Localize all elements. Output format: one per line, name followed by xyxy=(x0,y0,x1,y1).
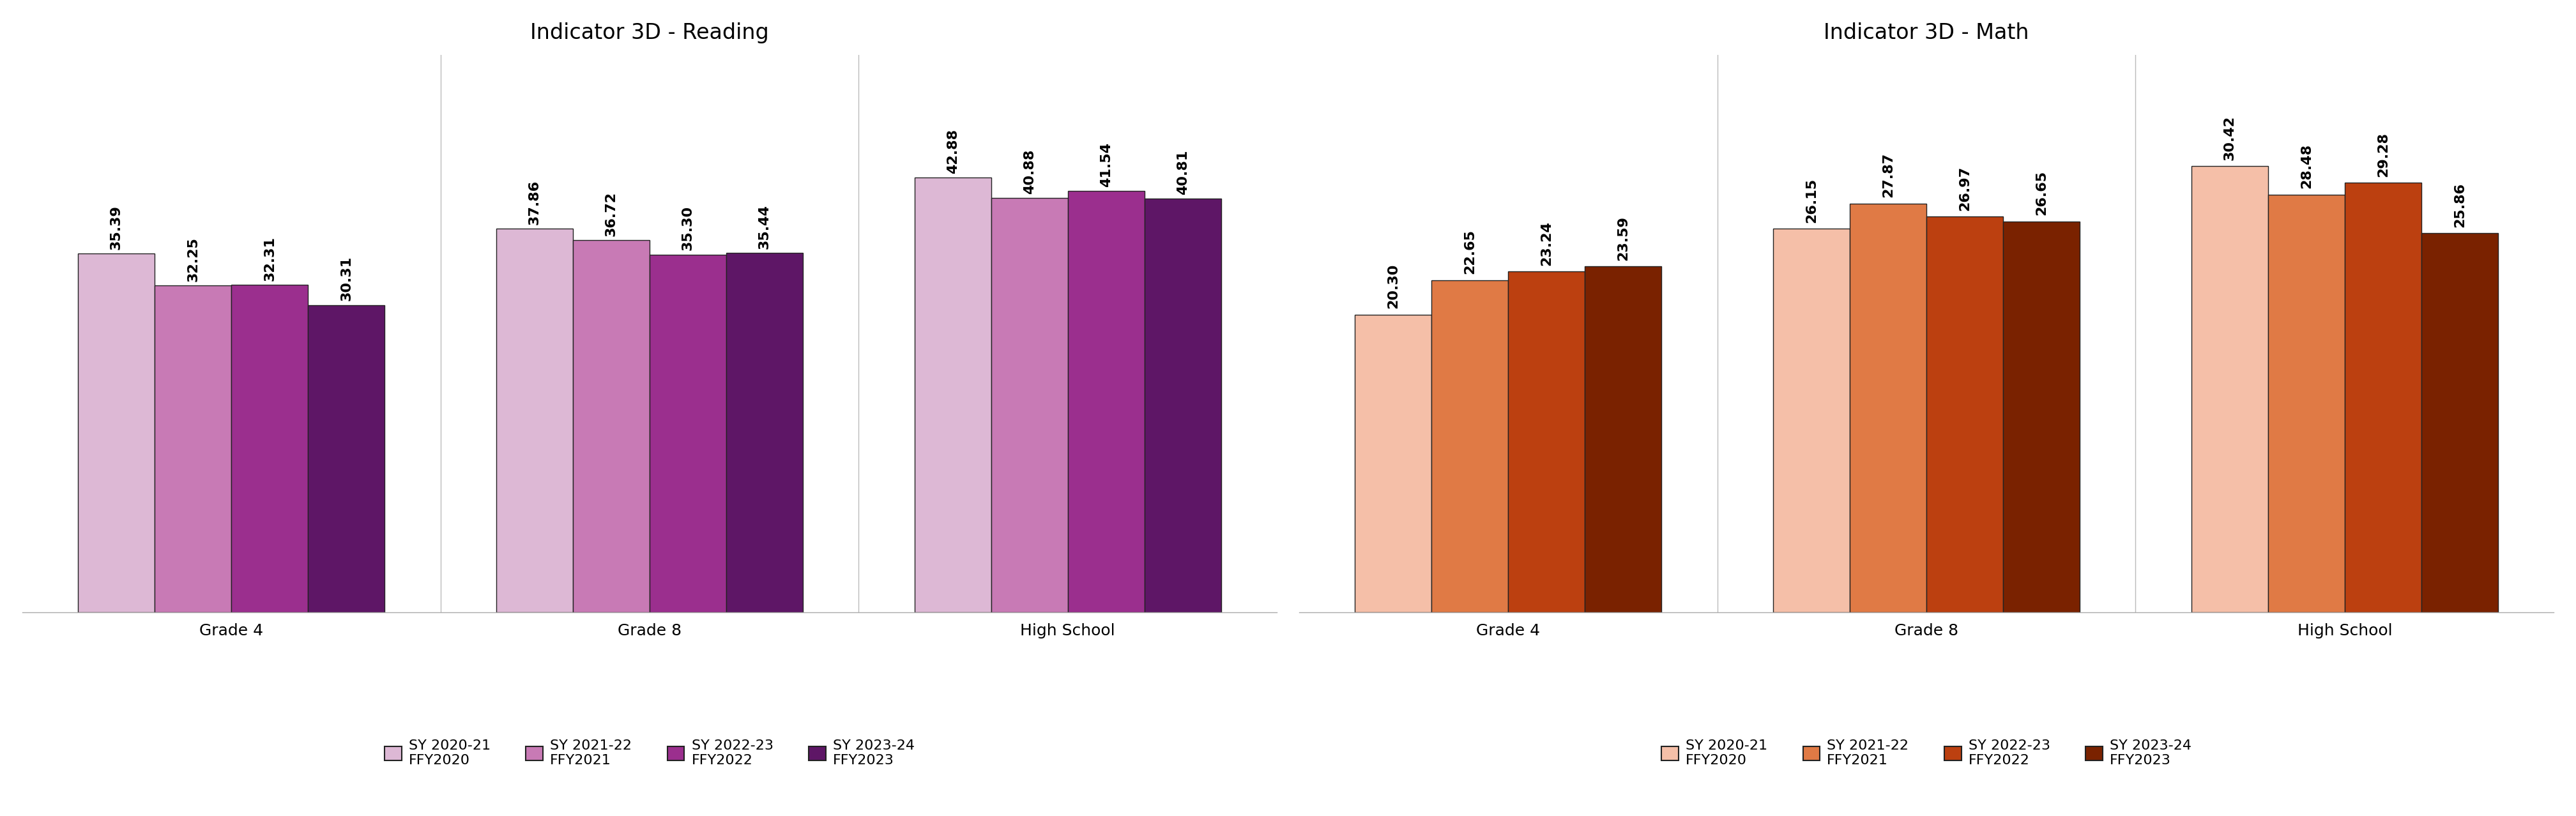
Text: 23.59: 23.59 xyxy=(1618,215,1631,260)
Bar xyxy=(232,285,309,613)
Bar xyxy=(155,286,232,613)
Bar xyxy=(2421,233,2499,613)
Bar xyxy=(649,255,726,613)
Legend: SY 2020-21
FFY2020, SY 2021-22
FFY2021, SY 2022-23
FFY2022, SY 2023-24
FFY2023: SY 2020-21 FFY2020, SY 2021-22 FFY2021, … xyxy=(1656,734,2197,773)
Bar xyxy=(726,253,804,613)
Bar xyxy=(2344,183,2421,613)
Text: 23.24: 23.24 xyxy=(1540,221,1553,265)
Bar xyxy=(1144,198,1221,613)
Bar xyxy=(1507,272,1584,613)
Text: 32.25: 32.25 xyxy=(185,237,198,282)
Bar xyxy=(2192,166,2267,613)
Text: 20.30: 20.30 xyxy=(1386,264,1399,308)
Bar xyxy=(2267,194,2344,613)
Text: 22.65: 22.65 xyxy=(1463,229,1476,274)
Text: 30.42: 30.42 xyxy=(2223,115,2236,160)
Bar xyxy=(1850,203,1927,613)
Text: 40.81: 40.81 xyxy=(1177,149,1190,194)
Text: 36.72: 36.72 xyxy=(605,191,618,236)
Bar xyxy=(1432,280,1507,613)
Text: 35.39: 35.39 xyxy=(111,205,124,250)
Bar xyxy=(1355,314,1432,613)
Bar xyxy=(992,198,1069,613)
Text: 32.31: 32.31 xyxy=(263,236,276,281)
Text: 28.48: 28.48 xyxy=(2300,144,2313,188)
Text: 30.31: 30.31 xyxy=(340,256,353,301)
Text: 25.86: 25.86 xyxy=(2452,182,2465,227)
Text: 26.97: 26.97 xyxy=(1958,166,1971,211)
Legend: SY 2020-21
FFY2020, SY 2021-22
FFY2021, SY 2022-23
FFY2022, SY 2023-24
FFY2023: SY 2020-21 FFY2020, SY 2021-22 FFY2021, … xyxy=(379,734,920,773)
Bar xyxy=(914,178,992,613)
Title: Indicator 3D - Math: Indicator 3D - Math xyxy=(1824,22,2030,43)
Bar xyxy=(309,305,384,613)
Text: 42.88: 42.88 xyxy=(945,129,958,174)
Bar xyxy=(1772,228,1850,613)
Bar xyxy=(572,240,649,613)
Text: 26.15: 26.15 xyxy=(1806,178,1819,223)
Text: 37.86: 37.86 xyxy=(528,180,541,224)
Title: Indicator 3D - Reading: Indicator 3D - Reading xyxy=(531,22,768,43)
Text: 27.87: 27.87 xyxy=(1880,153,1893,197)
Bar xyxy=(1584,266,1662,613)
Text: 26.65: 26.65 xyxy=(2035,171,2048,215)
Bar xyxy=(1069,191,1144,613)
Bar xyxy=(77,254,155,613)
Text: 35.30: 35.30 xyxy=(683,206,696,251)
Bar xyxy=(2004,221,2079,613)
Text: 40.88: 40.88 xyxy=(1023,149,1036,194)
Text: 41.54: 41.54 xyxy=(1100,143,1113,187)
Bar xyxy=(497,228,572,613)
Text: 29.28: 29.28 xyxy=(2378,132,2391,177)
Text: 35.44: 35.44 xyxy=(757,204,770,249)
Bar xyxy=(1927,216,2004,613)
